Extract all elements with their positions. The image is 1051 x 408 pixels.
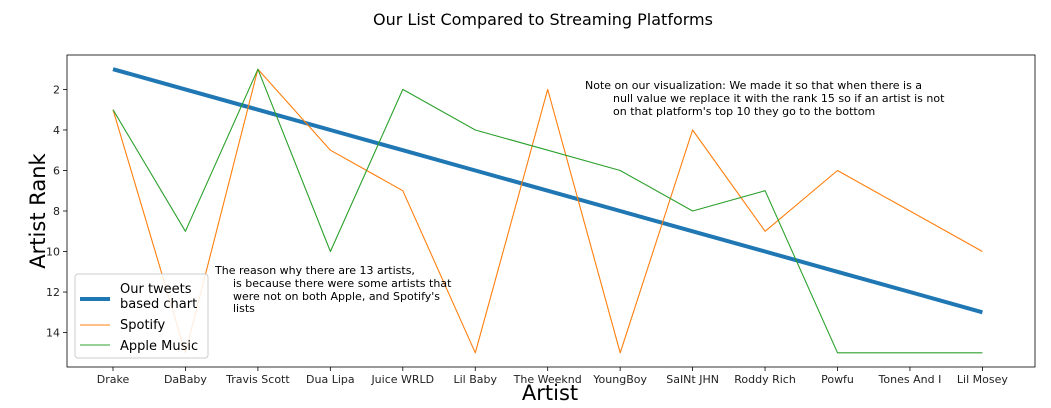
x-tick-label: Lil Baby bbox=[453, 373, 497, 386]
series-line-our-tweets-based-chart bbox=[112, 67, 983, 315]
chart-title: Our List Compared to Streaming Platforms bbox=[373, 10, 713, 29]
series-layer bbox=[112, 67, 983, 354]
annotation-line: on that platform's top 10 they go to the… bbox=[613, 105, 875, 118]
x-tick-label: The Weeknd bbox=[513, 373, 582, 386]
x-axis-label: Artist bbox=[522, 381, 578, 405]
annotation-line: were not on both Apple, and Spotify's bbox=[233, 290, 440, 303]
x-tick-label: Tones And I bbox=[878, 373, 942, 386]
x-tick-label: YoungBoy bbox=[592, 373, 647, 386]
annotation-line: null value we replace it with the rank 1… bbox=[613, 92, 945, 105]
y-tick-label: 4 bbox=[53, 124, 60, 137]
x-tick-label: Drake bbox=[97, 373, 130, 386]
x-tick-label: Travis Scott bbox=[225, 373, 290, 386]
x-tick-label: Powfu bbox=[821, 373, 854, 386]
x-tick-label: Lil Mosey bbox=[957, 373, 1008, 386]
x-axis-ticks: Drake DaBaby Travis Scott Dua Lipa Juice WRL… bbox=[97, 367, 1008, 386]
annotation-note-artist-count: The reason why there are 13 artists,is b… bbox=[214, 264, 452, 315]
x-tick-label: Roddy Rich bbox=[734, 373, 796, 386]
y-axis-label: Artist Rank bbox=[26, 152, 50, 268]
y-tick-label: 10 bbox=[46, 246, 60, 259]
annotation-line: is because there were some artists that bbox=[233, 277, 452, 290]
y-tick-label: 6 bbox=[53, 164, 60, 177]
y-tick-label: 8 bbox=[53, 205, 60, 218]
legend-label: based chart bbox=[120, 297, 197, 312]
legend-label: Our tweets bbox=[120, 282, 192, 297]
x-tick-label: SaINt JHN bbox=[666, 373, 719, 386]
x-tick-label: Juice WRLD bbox=[370, 373, 434, 386]
annotation-line: Note on our visualization: We made it so… bbox=[585, 79, 922, 92]
series-line-apple-music bbox=[112, 68, 983, 354]
annotation-line: The reason why there are 13 artists, bbox=[214, 264, 415, 277]
y-tick-label: 12 bbox=[46, 286, 60, 299]
y-tick-label: 14 bbox=[46, 327, 60, 340]
legend-box bbox=[74, 273, 209, 359]
y-tick-label: 2 bbox=[53, 83, 60, 96]
y-axis-ticks: 2 4 6 8 10 12 14 bbox=[46, 83, 67, 340]
legend-label: Apple Music bbox=[120, 339, 198, 354]
legend-label: Spotify bbox=[120, 318, 166, 333]
annotation-line: lists bbox=[233, 302, 255, 315]
x-tick-label: DaBaby bbox=[164, 373, 207, 386]
annotation-note-visualization: Note on our visualization: We made it so… bbox=[585, 79, 945, 118]
x-tick-label: Dua Lipa bbox=[306, 373, 355, 386]
